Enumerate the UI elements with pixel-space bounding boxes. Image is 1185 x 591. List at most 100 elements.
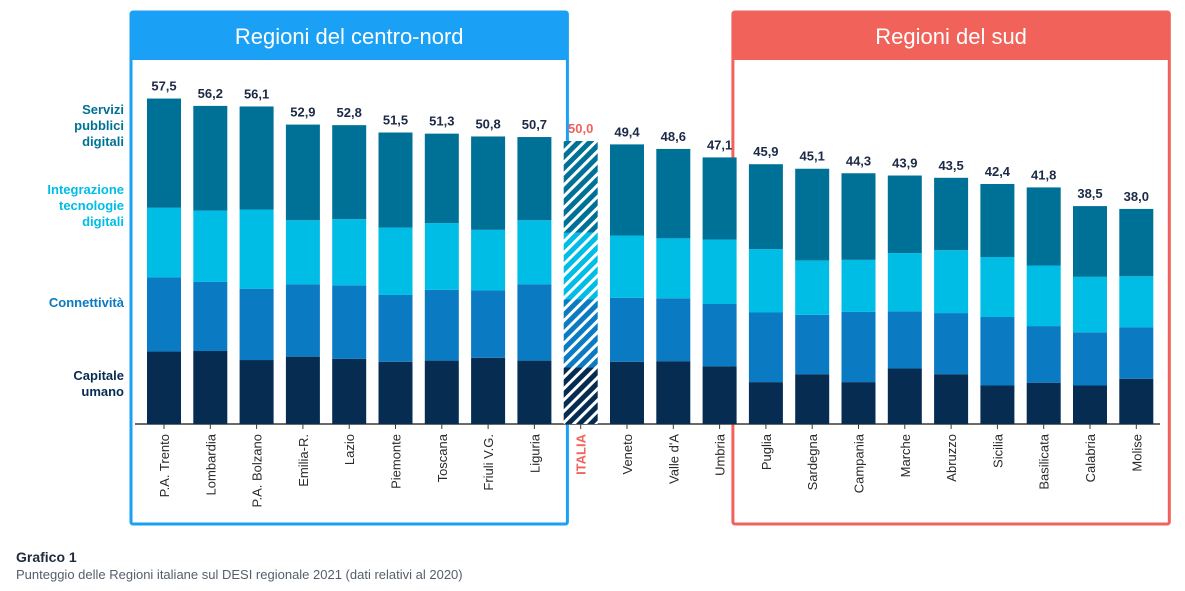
bar-segment <box>563 141 598 233</box>
bar-segment <box>610 361 644 424</box>
bar-segment <box>424 289 459 361</box>
bar-segment <box>934 250 969 314</box>
x-tick-label: Campania <box>852 433 867 493</box>
total-label: 50,8 <box>475 116 500 131</box>
bar-segment <box>887 253 922 312</box>
bar-segment <box>980 184 1015 258</box>
total-label: 44,3 <box>846 153 871 168</box>
bar-segment <box>610 144 644 236</box>
bar-segment <box>748 312 783 383</box>
bar-segment <box>332 219 367 286</box>
bar-segment <box>563 299 598 368</box>
bar-segment <box>841 311 876 383</box>
bar-segment <box>239 106 274 210</box>
bar-segment <box>702 157 737 240</box>
bar-segment <box>795 168 830 261</box>
total-label: 51,3 <box>429 114 454 129</box>
total-label: 45,9 <box>753 144 778 159</box>
bar-segment <box>147 207 181 278</box>
bar-segment <box>285 356 320 424</box>
total-label: 43,5 <box>938 158 963 173</box>
bar-segment <box>934 374 969 424</box>
bar-segment <box>610 235 644 298</box>
bar-segment <box>702 239 737 305</box>
group-title-0: Regioni del centro-nord <box>235 24 464 49</box>
group-title-1: Regioni del sud <box>875 24 1027 49</box>
bar-segment <box>193 105 228 211</box>
total-label: 41,8 <box>1031 167 1056 182</box>
bar-segment <box>563 367 598 424</box>
total-label: 56,2 <box>198 86 223 101</box>
total-label: 50,0 <box>568 121 593 136</box>
bar-segment <box>378 294 413 362</box>
x-tick-label: Abruzzo <box>944 434 959 482</box>
total-label: 56,1 <box>244 86 269 101</box>
bar-segment <box>656 361 691 424</box>
bar-segment <box>193 350 228 424</box>
x-tick-label: Basilicata <box>1037 433 1052 489</box>
total-label: 49,4 <box>614 124 640 139</box>
bar-segment <box>748 249 783 313</box>
bar-segment <box>517 360 552 424</box>
bar-segment <box>795 374 830 424</box>
x-tick-label: Calabria <box>1083 433 1098 482</box>
bar-segment <box>841 382 876 424</box>
bar-segment <box>424 223 459 290</box>
bar-segment <box>517 137 552 221</box>
x-tick-label: ITALIA <box>574 433 589 475</box>
x-tick-label: Puglia <box>759 433 774 470</box>
bar-segment <box>285 284 320 357</box>
x-tick-label: Piemonte <box>389 434 404 489</box>
total-label: 50,7 <box>522 117 547 132</box>
total-label: 51,5 <box>383 113 408 128</box>
total-label: 52,9 <box>290 105 315 120</box>
bar-segment <box>656 298 691 362</box>
x-tick-label: Liguria <box>527 433 542 473</box>
bar-segment <box>748 382 783 424</box>
bar-segment <box>563 232 598 300</box>
bar-segment <box>378 132 413 228</box>
bar-segment <box>517 220 552 285</box>
bar-segment <box>887 368 922 424</box>
caption-title: Grafico 1 <box>16 549 77 565</box>
bar-segment <box>424 360 459 424</box>
x-tick-label: Molise <box>1129 434 1144 472</box>
x-tick-label: Friuli V.G. <box>481 434 496 491</box>
bar-segment <box>1073 332 1107 386</box>
bar-segment <box>1119 276 1154 328</box>
group-header-1 <box>732 12 1170 60</box>
legend-label: Capitale umano <box>73 368 124 399</box>
bar-segment <box>239 360 274 424</box>
legend-label: Servizi pubblici digitali <box>74 102 124 149</box>
bar-segment <box>332 285 367 359</box>
caption-subtitle: Punteggio delle Regioni italiane sul DES… <box>16 567 463 582</box>
x-tick-label: P.A. Bolzano <box>250 434 265 507</box>
group-header-0 <box>131 12 568 60</box>
bar-segment <box>1073 385 1107 424</box>
bar-segment <box>656 148 691 239</box>
bar-segment <box>795 260 830 315</box>
desi-stacked-bar-chart: Regioni del centro-nord Regioni del sud 5… <box>47 10 1171 526</box>
total-label: 38,5 <box>1077 186 1102 201</box>
bar-segment <box>610 297 644 362</box>
bar-segment <box>471 290 506 358</box>
bar-segment <box>332 358 367 424</box>
bar-segment <box>471 136 506 230</box>
bar-segment <box>934 313 969 375</box>
bar-segment <box>239 209 274 289</box>
bar-segment <box>1073 276 1107 333</box>
x-tick-label: Lazio <box>342 434 357 465</box>
x-tick-label: Valle d'A <box>666 434 681 484</box>
total-label: 57,5 <box>151 79 176 94</box>
legend-label: Integrazione tecnologie digitali <box>47 182 124 229</box>
total-label: 43,9 <box>892 156 917 171</box>
bar-segment <box>147 277 181 352</box>
bar-segment <box>332 125 367 220</box>
bar-segment <box>980 317 1015 386</box>
bar-segment <box>1026 265 1061 327</box>
x-tick-label: Umbria <box>713 433 728 476</box>
x-tick-label: Sicilia <box>990 433 1005 468</box>
bar-segment <box>1119 378 1154 424</box>
total-label: 42,4 <box>985 164 1011 179</box>
bar-segment <box>378 227 413 295</box>
